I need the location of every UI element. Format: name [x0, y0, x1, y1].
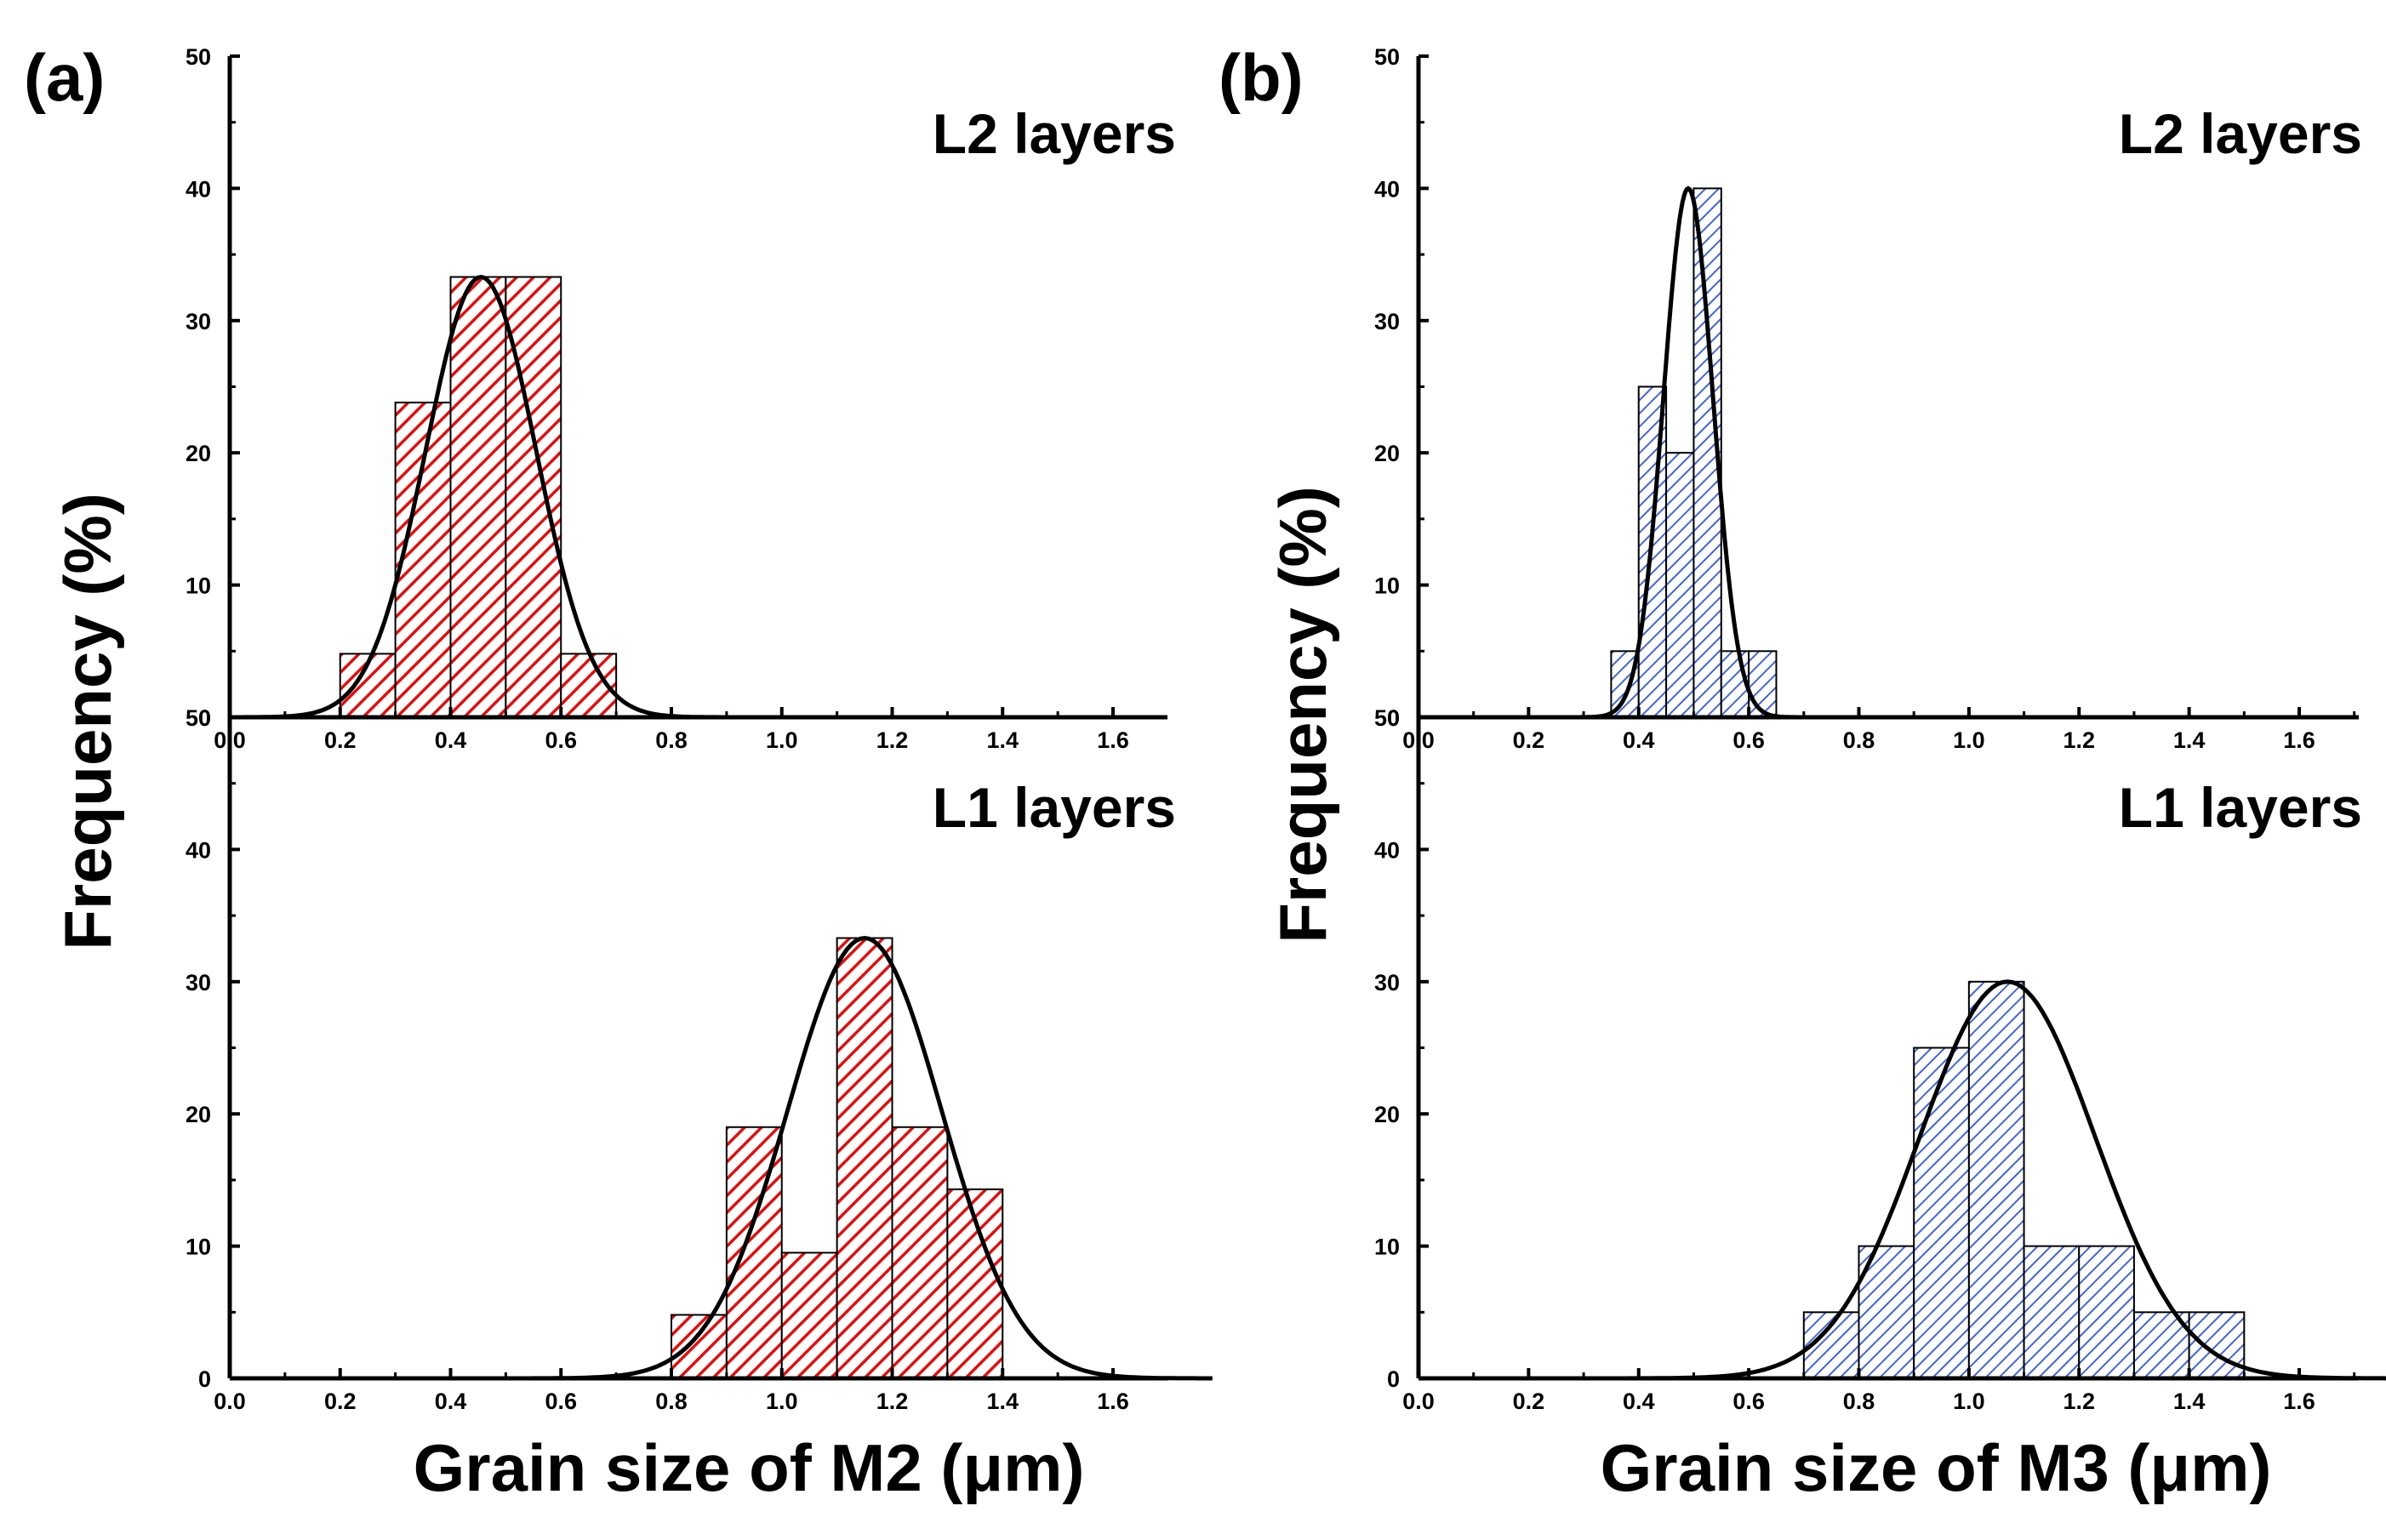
gaussian-fit-line — [517, 935, 1213, 1381]
subplot-a-l1: L1 layers 0.0 0.2 0.4 0.6 0.8 1.0 1.2 1.4 1.6 0 10… — [186, 705, 1213, 1414]
y-tick-label: 0 — [1387, 1366, 1400, 1392]
gaussian-fit-line — [1577, 185, 1800, 720]
histogram-bar — [891, 1126, 949, 1379]
panel-b-ylabel: Frequency (%) — [1265, 486, 1340, 943]
x-tick-label: 0.2 — [324, 1389, 357, 1414]
panel-a-ylabel: Frequency (%) — [50, 493, 125, 950]
histogram-bar — [1720, 650, 1750, 718]
subplot-b-l1-title: L1 layers — [2119, 776, 2362, 839]
panel-b-xlabel: Grain size of M3 (μm) — [1601, 1430, 2272, 1505]
y-tick-label: 0 — [198, 1366, 211, 1392]
y-tick-label: 30 — [1374, 309, 1400, 334]
y-tick-label: 10 — [1374, 573, 1400, 599]
y-tick-label: 10 — [1374, 1235, 1400, 1260]
histogram-bar — [2078, 1245, 2135, 1379]
x-tick-label: 0.6 — [1732, 727, 1765, 753]
panel-b-letter: (b) — [1219, 40, 1304, 115]
x-tick-label: 0.8 — [1843, 1389, 1875, 1414]
y-tick-label: 50 — [1374, 44, 1400, 70]
x-tick-label: 1.6 — [2283, 1389, 2315, 1414]
y-tick-label: 10 — [186, 573, 211, 599]
x-tick-label: 1.2 — [876, 1389, 909, 1414]
histogram-bar — [2023, 1245, 2081, 1379]
y-tick-label: 40 — [1374, 176, 1400, 202]
x-tick-label: 1.2 — [876, 727, 909, 753]
y-tick-label: 20 — [186, 441, 211, 466]
histogram-bar — [780, 1252, 838, 1379]
x-tick-label: 1.4 — [2173, 1389, 2206, 1414]
histogram-bar — [1967, 980, 2025, 1380]
subplot-b-l2-title: L2 layers — [2119, 102, 2362, 165]
x-tick-label: 0.8 — [655, 1389, 688, 1414]
x-tick-label: 1.4 — [986, 727, 1019, 753]
x-tick-label: 1.0 — [766, 1389, 798, 1414]
subplot-b-l2: L2 layers 0.00.20.40.60.81.01.21.41.6010… — [1374, 44, 2362, 753]
y-tick-label: 0 — [1387, 705, 1400, 731]
x-tick-label: 0.8 — [655, 727, 688, 753]
x-tick-label: 0.4 — [1623, 1389, 1655, 1414]
subplot-b-l1: L1 layers 0.0 0.2 0.4 0.6 0.8 1.0 1.2 1.4 1.6 0 10… — [1374, 705, 2386, 1414]
gaussian-fit-line — [232, 274, 730, 720]
x-tick-label: 0.2 — [1513, 727, 1545, 753]
y-tick-label: 30 — [186, 309, 211, 334]
y-tick-label: 40 — [186, 176, 211, 202]
y-tick-label: 50 — [186, 705, 211, 731]
y-tick-label: 50 — [186, 44, 211, 70]
y-tick-label: 20 — [1374, 1102, 1400, 1127]
y-tick-label: 50 — [1374, 705, 1400, 731]
y-tick-label: 30 — [1374, 970, 1400, 995]
x-tick-label: 0.2 — [324, 727, 357, 753]
panel-a-letter: (a) — [24, 40, 105, 115]
x-tick-label: 0.4 — [435, 1389, 467, 1414]
histogram-bar — [1665, 452, 1695, 718]
x-tick-label: 1.6 — [1097, 1389, 1129, 1414]
panel-a-xlabel: Grain size of M2 (μm) — [414, 1430, 1085, 1505]
histogram-bar — [671, 1314, 728, 1379]
x-tick-label: 1.4 — [986, 1389, 1019, 1414]
x-tick-label: 1.0 — [1953, 727, 1985, 753]
x-tick-label: 1.6 — [1097, 727, 1129, 753]
y-tick-label: 20 — [186, 1102, 211, 1127]
x-tick-label: 0.0 — [214, 1389, 246, 1414]
subplot-a-l2: L2 layers 0.00.20.40.60.81.01.21.41.6010… — [186, 44, 1176, 753]
x-tick-label: 1.0 — [1953, 1389, 1985, 1414]
subplot-a-l2-title: L2 layers — [933, 102, 1176, 165]
y-tick-label: 20 — [1374, 441, 1400, 466]
gaussian-fit-line — [1611, 979, 2386, 1381]
x-tick-label: 0.4 — [435, 727, 467, 753]
subplot-a-l1-title: L1 layers — [933, 776, 1176, 839]
y-tick-label: 0 — [198, 705, 211, 731]
x-tick-label: 0.6 — [1732, 1389, 1765, 1414]
x-tick-label: 0.6 — [545, 1389, 577, 1414]
x-tick-label: 1.2 — [2063, 727, 2095, 753]
histogram-bar — [1913, 1047, 1970, 1379]
x-tick-label: 0.0 — [1402, 1389, 1435, 1414]
y-tick-label: 30 — [186, 970, 211, 995]
histogram-bar — [2188, 1311, 2246, 1380]
x-tick-label: 0.4 — [1623, 727, 1655, 753]
histogram-bar — [836, 937, 893, 1379]
histogram-bar — [725, 1126, 783, 1379]
x-tick-label: 0.8 — [1843, 727, 1875, 753]
y-tick-label: 40 — [1374, 837, 1400, 863]
histogram-bar — [449, 276, 507, 718]
x-tick-label: 0.6 — [545, 727, 577, 753]
histogram-bar — [1748, 650, 1778, 718]
x-tick-label: 1.6 — [2283, 727, 2315, 753]
x-tick-label: 0.2 — [1513, 1389, 1545, 1414]
y-tick-label: 10 — [186, 1235, 211, 1260]
y-tick-label: 40 — [186, 837, 211, 863]
x-tick-label: 1.0 — [766, 727, 798, 753]
x-tick-label: 1.4 — [2173, 727, 2206, 753]
x-tick-label: 1.2 — [2063, 1389, 2095, 1414]
